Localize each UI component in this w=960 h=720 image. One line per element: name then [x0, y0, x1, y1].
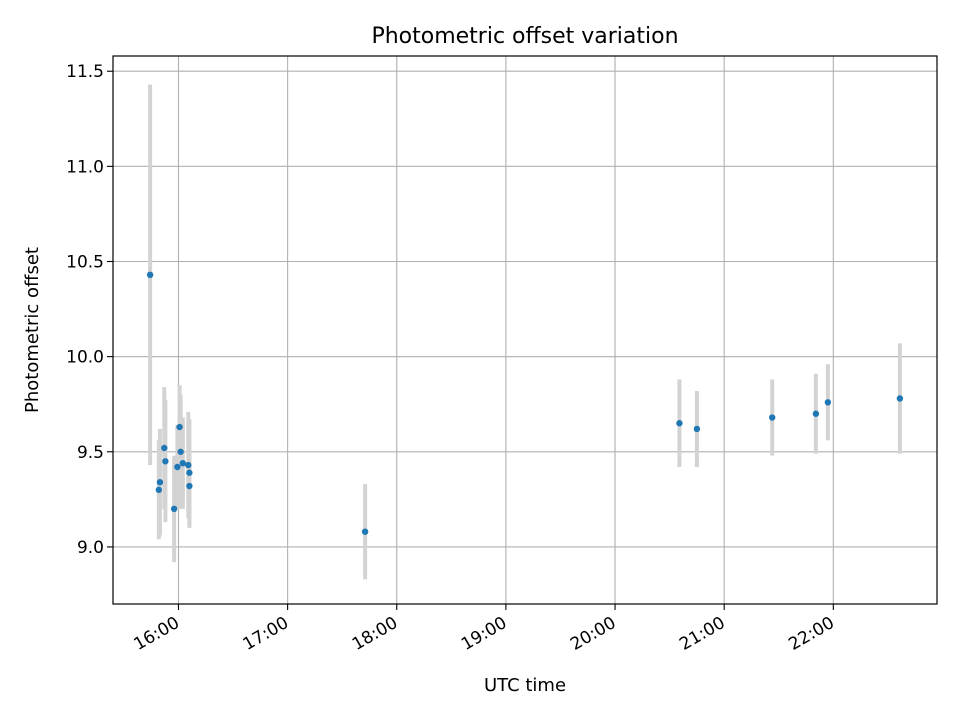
data-point	[156, 479, 164, 486]
y-tick-label: 9.5	[77, 443, 104, 463]
y-tick-label: 10.5	[66, 253, 104, 273]
tick-layer: 16:00 17:00 18:00 19:00 20:00 21:00 22:00 9.0 9.…	[66, 62, 838, 655]
y-tick-label: 9.0	[77, 538, 104, 558]
data-point	[170, 505, 178, 513]
data-point	[162, 458, 169, 465]
data-point-layer	[146, 271, 904, 535]
data-point	[174, 463, 181, 471]
data-point	[361, 528, 369, 535]
data-point	[693, 425, 701, 433]
data-point	[146, 271, 154, 279]
x-tick-label: 22:00	[785, 613, 837, 655]
x-tick-label: 19:00	[458, 613, 510, 655]
y-tick-label: 11.5	[66, 62, 104, 82]
data-point	[176, 423, 183, 431]
x-axis-label: UTC time	[484, 675, 566, 696]
data-point	[769, 414, 776, 421]
y-tick-label: 11.0	[66, 157, 104, 177]
data-point	[186, 482, 193, 490]
data-point	[186, 469, 193, 476]
y-axis-label: Photometric offset	[22, 247, 43, 413]
x-tick-label: 17:00	[240, 613, 292, 655]
y-tick-label: 10.0	[66, 348, 104, 368]
chart-title: Photometric offset variation	[371, 24, 678, 49]
x-tick-label: 18:00	[349, 613, 401, 655]
data-point	[179, 459, 187, 467]
data-point	[676, 420, 683, 427]
grid-layer	[113, 56, 937, 604]
data-point	[896, 395, 904, 402]
x-tick-label: 16:00	[131, 613, 183, 655]
data-point	[185, 461, 192, 469]
data-point	[155, 486, 163, 494]
x-tick-label: 21:00	[676, 613, 728, 655]
x-tick-label: 20:00	[567, 613, 619, 655]
plot-frame	[112, 55, 938, 605]
data-point	[161, 444, 168, 452]
data-point	[812, 410, 820, 417]
data-point	[177, 448, 184, 455]
errorbar-layer	[148, 84, 902, 580]
data-point	[824, 399, 832, 406]
